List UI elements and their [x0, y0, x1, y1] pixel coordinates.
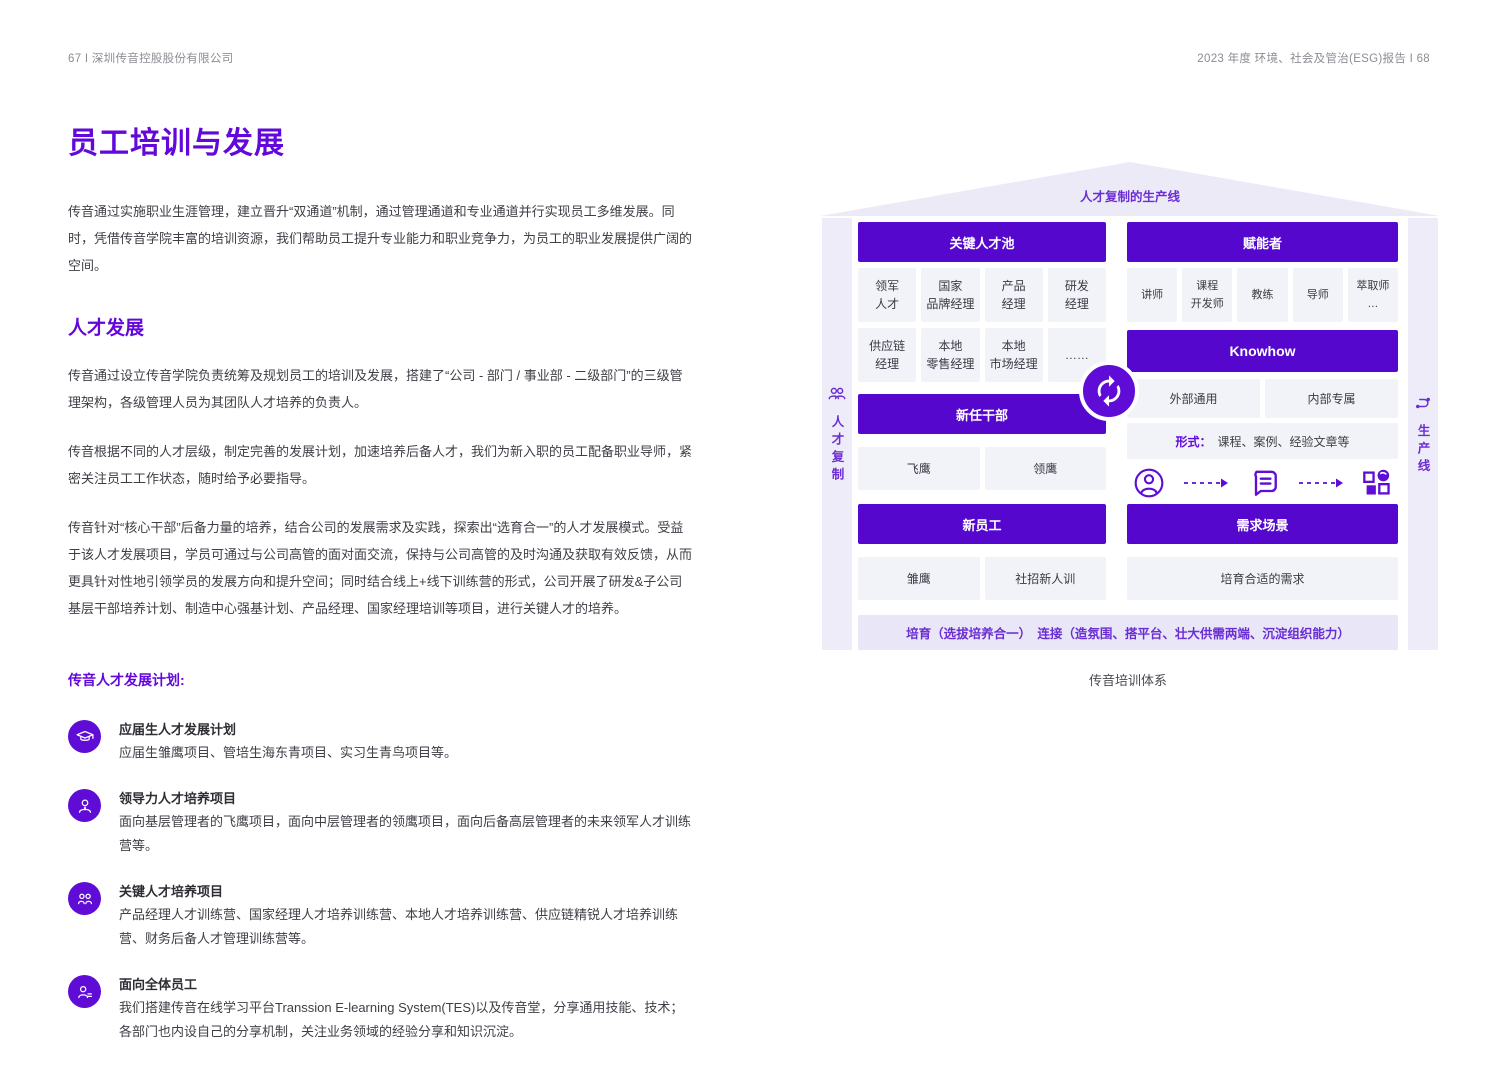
- intro-paragraph: 传音通过实施职业生涯管理，建立晋升“双通道”机制，通过管理通道和专业通道并行实现…: [68, 204, 693, 273]
- enabler-cell: 课程 开发师: [1182, 268, 1233, 322]
- roof-label: 人才复制的生产线: [1079, 190, 1180, 204]
- demand-flow-row: [1127, 463, 1398, 503]
- people-group-icon: [68, 882, 101, 915]
- left-text-column: 员工培训与发展 传音通过实施职业生涯管理，建立晋升“双通道”机制，通过管理通道和…: [68, 118, 692, 1066]
- plan-item-desc: 我们搭建传音在线学习平台Transsion E-learning System(…: [119, 1000, 684, 1039]
- header-left-company: 67 I 深圳传音控股股份有限公司: [68, 53, 234, 65]
- people-pair-icon: [828, 387, 846, 400]
- pool-cell: 研发 经理: [1047, 268, 1106, 322]
- talent-paragraph-3: 传音针对“核心干部”后备力量的培养，结合公司的发展需求及实践，探索出“选育合一”…: [68, 520, 693, 616]
- plan-text: 应届生人才发展计划 应届生雏鹰项目、管培生海东青项目、实习生青鸟项目等。: [119, 718, 457, 765]
- enabler-cell: 萃取师 …: [1347, 268, 1399, 322]
- pool-cell: 本地 市场经理: [984, 328, 1043, 382]
- pool-cell: 领军 人才: [858, 268, 917, 322]
- talent-paragraph-1: 传音通过设立传音学院负责统筹及规划员工的培训及发展，搭建了“公司 - 部门 / …: [68, 368, 683, 410]
- enabler-cell: 教练: [1237, 268, 1288, 322]
- apps-grid-icon: [1363, 469, 1390, 495]
- plan-item-title: 领导力人才培养项目: [119, 791, 237, 806]
- plan-item-desc: 应届生雏鹰项目、管培生海东青项目、实习生青鸟项目等。: [119, 745, 458, 760]
- plan-item-title: 应届生人才发展计划: [119, 722, 237, 737]
- cadre-cell: 领鹰: [984, 447, 1106, 490]
- header-right-report: 2023 年度 环境、社会及管治(ESG)报告 I 68: [1197, 53, 1430, 65]
- demand-cell: 培育合适的需求: [1127, 557, 1398, 600]
- talent-replication-rail: 人才复制: [822, 218, 852, 650]
- enabler-row: 讲师 课程 开发师 教练 导师 萃取师 …: [1127, 268, 1399, 322]
- form-value: 课程、案例、经验文章等: [1217, 434, 1350, 449]
- leader-person-icon: [68, 789, 101, 822]
- plan-text: 关键人才培养项目 产品经理人才训练营、国家经理人才培养训练营、本地人才培养训练营…: [119, 880, 692, 951]
- key-talent-pool-header: 关键人才池: [858, 222, 1106, 262]
- plan-text: 面向全体员工 我们搭建传音在线学习平台Transsion E-learning …: [119, 973, 692, 1044]
- enabler-cell: 导师: [1292, 268, 1343, 322]
- knowhow-header: Knowhow: [1127, 330, 1398, 372]
- staff-cell: 雏鹰: [858, 557, 980, 600]
- staff-row: 雏鹰 社招新人训: [858, 557, 1106, 600]
- plan-item-title: 面向全体员工: [119, 977, 198, 992]
- production-line-rail: 生产线: [1408, 218, 1438, 650]
- pool-row-1: 领军 人才 国家 品牌经理 产品 经理 研发 经理: [858, 268, 1106, 322]
- plan-item-leadership: 领导力人才培养项目 面向基层管理者的飞鹰项目，面向中层管理者的领鹰项目，面向后备…: [68, 787, 692, 858]
- pool-cell: 产品 经理: [984, 268, 1043, 322]
- sync-cycle-icon: [1079, 361, 1139, 421]
- plan-item-desc: 面向基层管理者的飞鹰项目，面向中层管理者的领鹰项目，面向后备高层管理者的未来领军…: [119, 814, 692, 853]
- plan-text: 领导力人才培养项目 面向基层管理者的飞鹰项目，面向中层管理者的领鹰项目，面向后备…: [119, 787, 692, 858]
- pool-cell: 供应链 经理: [858, 328, 917, 382]
- pool-cell: 国家 品牌经理: [921, 268, 980, 322]
- demand-header: 需求场景: [1127, 504, 1398, 544]
- right-rail-label: 生产线: [1415, 423, 1430, 477]
- pool-cell: 本地 零售经理: [921, 328, 980, 382]
- workflow-icon: [1416, 397, 1430, 408]
- cadre-cell: 飞鹰: [858, 447, 980, 490]
- new-cadre-header: 新任干部: [858, 394, 1106, 434]
- cadre-row: 飞鹰 领鹰: [858, 447, 1106, 490]
- enabler-cell: 讲师: [1127, 268, 1178, 322]
- plan-item-graduates: 应届生人才发展计划 应届生雏鹰项目、管培生海东青项目、实习生青鸟项目等。: [68, 718, 692, 765]
- knowhow-form-row: 形式： 课程、案例、经验文章等: [1127, 423, 1398, 459]
- new-staff-header: 新员工: [858, 504, 1106, 544]
- cultivation-bottom-bar: 培育（选拔培养合一） 连接（造氛围、搭平台、壮大供需两端、沉淀组织能力）: [858, 615, 1398, 650]
- graduation-cap-icon: [68, 720, 101, 753]
- person-circle-icon: [1134, 468, 1164, 498]
- plan-item-key-talent: 关键人才培养项目 产品经理人才训练营、国家经理人才培养训练营、本地人才培养训练营…: [68, 880, 692, 951]
- knowhow-cell: 外部通用: [1127, 379, 1260, 418]
- pool-row-2: 供应链 经理 本地 零售经理 本地 市场经理 ……: [858, 328, 1106, 382]
- form-label: 形式：: [1175, 434, 1212, 449]
- training-system-diagram: 人才复制的生产线 人才复制 生产线 关键人才池 领军 人才 国家 品牌经理 产品…: [820, 160, 1440, 705]
- left-rail-label: 人才复制: [829, 415, 844, 485]
- plan-item-desc: 产品经理人才训练营、国家经理人才培养训练营、本地人才培养训练营、供应链精锐人才培…: [119, 907, 679, 946]
- plans-title: 传音人才发展计划:: [68, 672, 185, 688]
- page-title: 员工培训与发展: [68, 127, 285, 160]
- plan-item-title: 关键人才培养项目: [119, 884, 224, 899]
- plan-item-all-staff: 面向全体员工 我们搭建传音在线学习平台Transsion E-learning …: [68, 973, 692, 1044]
- diagram-caption: 传音培训体系: [1088, 673, 1167, 688]
- document-icon: [1253, 470, 1277, 496]
- knowhow-cell: 内部专属: [1265, 379, 1398, 418]
- page-header: 67 I 深圳传音控股股份有限公司 2023 年度 环境、社会及管治(ESG)报…: [68, 50, 1430, 66]
- talent-paragraph-2: 传音根据不同的人才层级，制定完善的发展计划，加速培养后备人才，我们为新入职的员工…: [68, 444, 693, 486]
- dashed-arrow-icon: [1184, 478, 1229, 488]
- section-title-talent-development: 人才发展: [68, 318, 145, 339]
- knowhow-row: 外部通用 内部专属: [1127, 379, 1398, 418]
- dashed-arrow-icon: [1298, 478, 1343, 488]
- enabler-header: 赋能者: [1127, 222, 1398, 262]
- roof-shape: [820, 162, 1440, 216]
- person-list-icon: [68, 975, 101, 1008]
- staff-cell: 社招新人训: [984, 557, 1106, 600]
